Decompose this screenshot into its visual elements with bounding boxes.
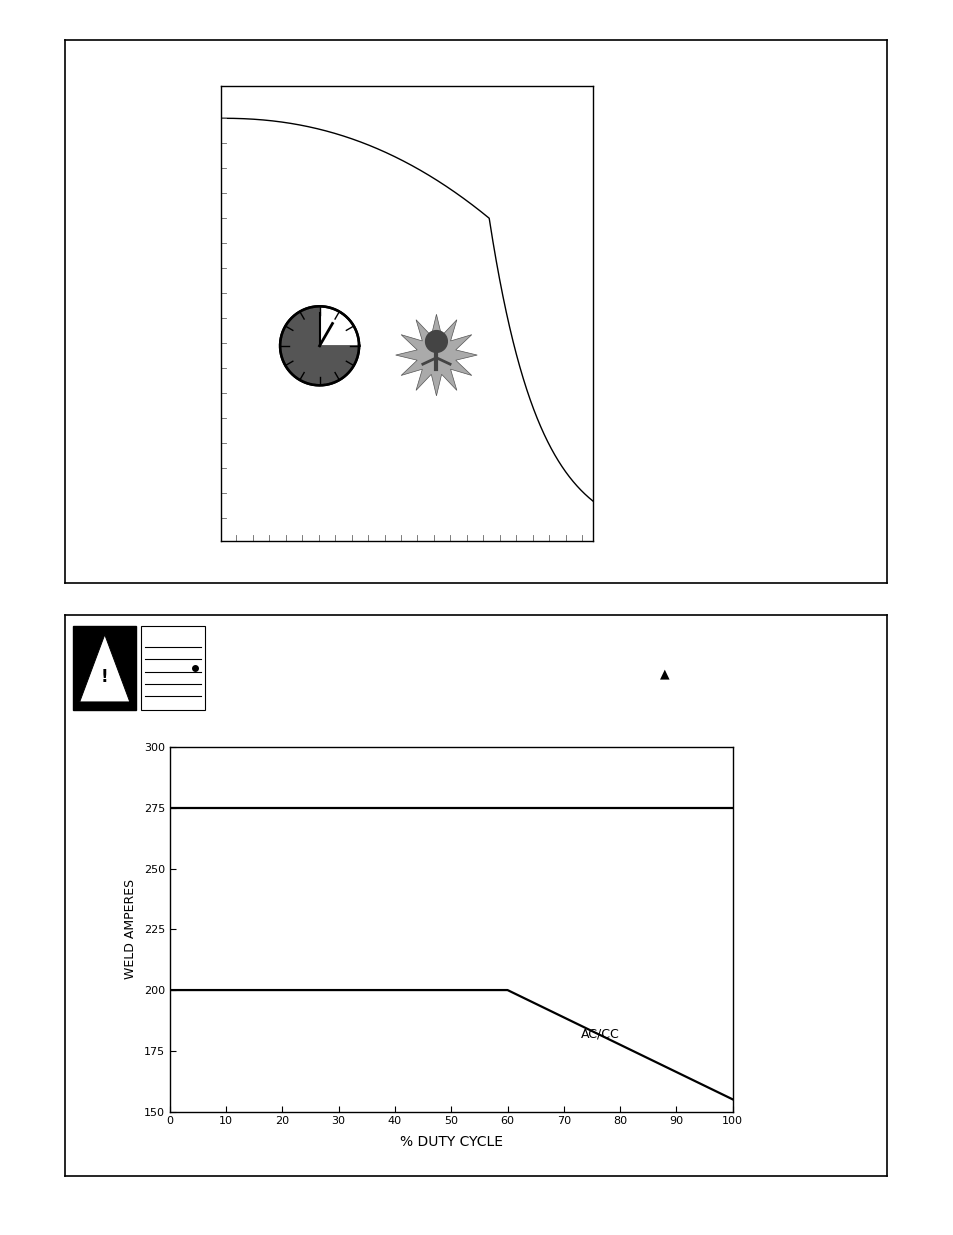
Circle shape — [425, 331, 447, 352]
Text: !: ! — [101, 668, 109, 685]
X-axis label: % DUTY CYCLE: % DUTY CYCLE — [399, 1135, 502, 1149]
Polygon shape — [281, 308, 357, 384]
Polygon shape — [80, 635, 130, 701]
FancyBboxPatch shape — [73, 626, 136, 710]
Polygon shape — [281, 308, 357, 384]
FancyBboxPatch shape — [141, 626, 205, 710]
Polygon shape — [280, 306, 358, 385]
Polygon shape — [395, 314, 476, 396]
Text: AC/CC: AC/CC — [580, 1028, 618, 1040]
Text: ▲: ▲ — [659, 667, 669, 680]
Y-axis label: WELD AMPERES: WELD AMPERES — [124, 879, 136, 979]
